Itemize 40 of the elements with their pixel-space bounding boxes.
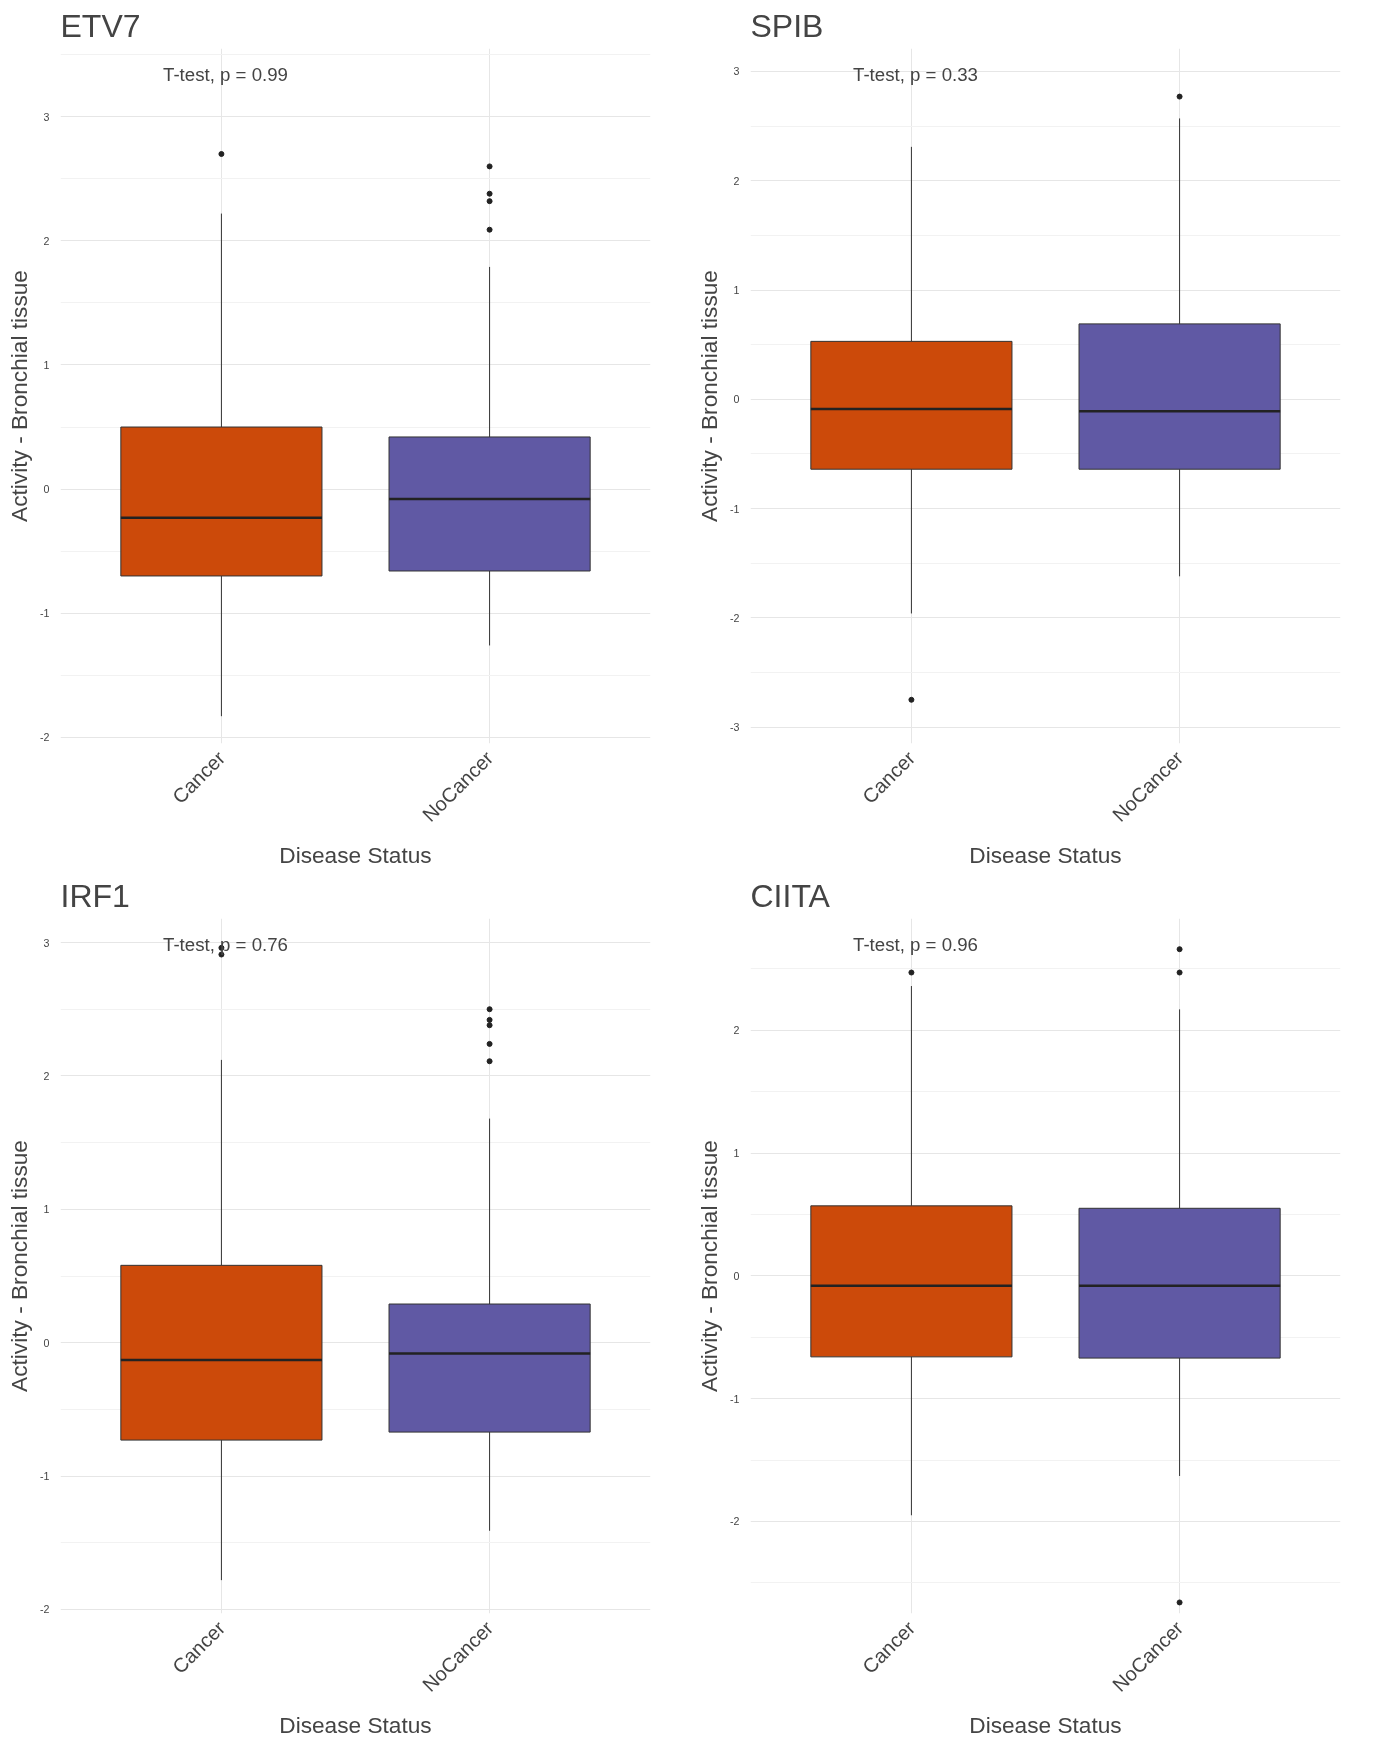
- x-axis-title: Disease Status: [279, 841, 432, 868]
- y-tick-label: 0: [43, 483, 50, 496]
- y-tick-label: 1: [43, 358, 50, 371]
- y-axis-title: Activity - Bronchial tissue: [696, 1140, 723, 1392]
- chart-title: CIITA: [750, 877, 831, 914]
- y-tick-label: 3: [733, 65, 740, 78]
- y-tick-label: -2: [40, 1603, 50, 1616]
- y-tick-label: 3: [43, 110, 50, 123]
- y-tick-label: -3: [730, 721, 740, 734]
- chart-title: ETV7: [60, 7, 141, 44]
- x-axis-title: Disease Status: [969, 841, 1122, 868]
- y-tick-label: 3: [43, 936, 50, 949]
- y-axis-title: Activity - Bronchial tissue: [696, 270, 723, 522]
- y-tick-label: 1: [733, 284, 740, 296]
- y-tick-label: 0: [43, 1336, 50, 1349]
- annotation: T-test, p = 0.96: [853, 933, 978, 955]
- y-tick-label: 0: [733, 393, 740, 406]
- y-tick-label: -1: [730, 502, 740, 515]
- x-axis-title: Disease Status: [279, 1711, 432, 1738]
- annotation: T-test, p = 0.76: [163, 933, 288, 955]
- y-axis-title: Activity - Bronchial tissue: [6, 270, 33, 522]
- y-axis-title: Activity - Bronchial tissue: [6, 1140, 33, 1392]
- y-tick-label: 1: [733, 1147, 740, 1160]
- y-tick-label: 1: [43, 1203, 50, 1216]
- y-tick-label: 2: [43, 234, 50, 247]
- x-axis-title: Disease Status: [969, 1711, 1122, 1738]
- annotation: T-test, p = 0.33: [853, 63, 978, 85]
- y-tick-label: -1: [40, 1470, 50, 1483]
- annotation: T-test, p = 0.99: [163, 63, 288, 85]
- y-tick-label: -2: [40, 731, 50, 744]
- y-tick-label: 2: [733, 1024, 740, 1037]
- chart-title: SPIB: [750, 7, 824, 44]
- chart-title: IRF1: [60, 877, 130, 914]
- y-tick-label: -1: [730, 1392, 740, 1405]
- y-tick-label: -2: [730, 611, 740, 624]
- y-tick-label: -2: [730, 1515, 740, 1528]
- y-tick-label: 2: [43, 1069, 50, 1082]
- y-tick-label: -1: [40, 607, 50, 620]
- y-tick-label: 2: [733, 174, 740, 187]
- y-tick-label: 0: [733, 1269, 740, 1282]
